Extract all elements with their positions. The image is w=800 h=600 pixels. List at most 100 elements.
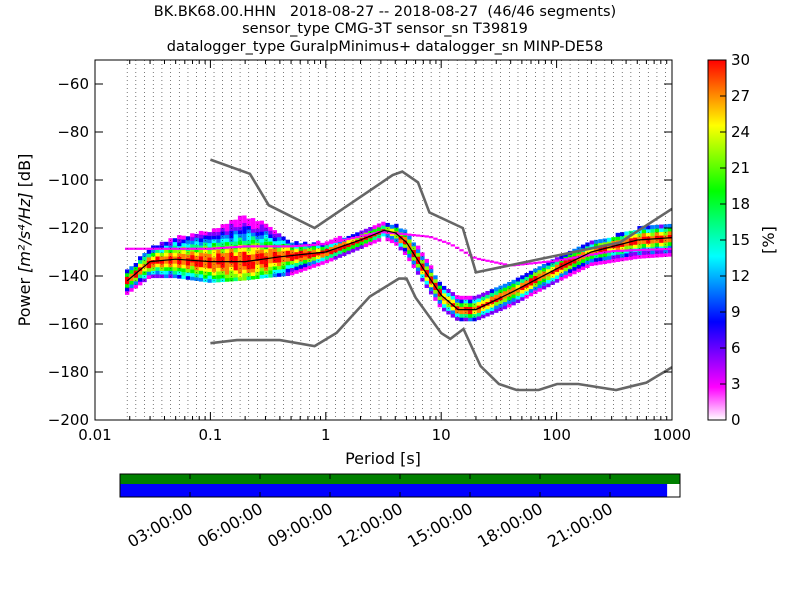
heatmap-cell [159, 252, 165, 257]
heatmap-cell [181, 264, 186, 269]
heatmap-cell [359, 241, 364, 246]
outlier-cell [559, 258, 564, 262]
heatmap-cell [203, 263, 208, 268]
heatmap-cell [389, 228, 395, 233]
heatmap-cell [164, 249, 169, 253]
heatmap-cell [667, 245, 672, 250]
time-tick-label: 21:00:00 [544, 499, 616, 551]
heatmap-cell [468, 310, 473, 315]
heatmap-cell [333, 255, 338, 260]
outlier-cell [355, 236, 360, 239]
heatmap-cell [255, 267, 260, 272]
outlier-cell [311, 243, 317, 246]
heatmap-cell [502, 301, 508, 306]
heatmap-cell [250, 264, 256, 269]
heatmap-cell [502, 294, 508, 299]
heatmap-cell [242, 251, 247, 256]
heatmap-cell [198, 230, 204, 235]
heatmap-cell [172, 238, 178, 243]
heatmap-cell [615, 254, 621, 259]
heatmap-cell [233, 270, 238, 274]
heatmap-cell [155, 245, 160, 250]
heatmap-cell [411, 256, 416, 261]
heatmap-cell [485, 298, 490, 303]
heatmap-cell [376, 223, 382, 228]
heatmap-cell [554, 260, 560, 265]
heatmap-cell [559, 255, 564, 259]
heatmap-cell [285, 239, 290, 244]
heatmap-cell [398, 239, 403, 244]
heatmap-cell [437, 281, 442, 286]
heatmap-cell [207, 232, 212, 236]
heatmap-cell [433, 286, 438, 291]
outlier-cell [138, 247, 143, 250]
heatmap-cell [441, 285, 447, 290]
outlier-cell [598, 252, 603, 255]
heatmap-cell [198, 245, 204, 250]
heatmap-cell [455, 309, 460, 314]
heatmap-cell [346, 239, 351, 244]
heatmap-cell [250, 236, 256, 240]
heatmap-cell [498, 307, 503, 312]
heatmap-cell [263, 252, 269, 257]
heatmap-cell [472, 313, 477, 318]
heatmap-cell [459, 306, 464, 311]
heatmap-cell [224, 223, 230, 228]
heatmap-cell [224, 227, 230, 232]
heatmap-cell [502, 305, 508, 310]
heatmap-cell [524, 287, 529, 292]
heatmap-cell [224, 270, 230, 275]
heatmap-cell [620, 253, 625, 258]
heatmap-cell [537, 269, 542, 274]
heatmap-cell [389, 239, 395, 244]
heatmap-cell [650, 235, 655, 240]
heatmap-cell [502, 298, 508, 303]
heatmap-cell [303, 256, 308, 261]
y-axis-label: Power [m²/s⁴/Hz] [dB] [15, 154, 34, 327]
heatmap-cell [663, 224, 668, 229]
y-axis-ticks: −60 −80 −100 −120 −140 −160 −180 −200 [48, 75, 672, 429]
heatmap-cell [164, 263, 169, 268]
heatmap-cell [407, 253, 412, 258]
heatmap-cell [667, 234, 672, 239]
heatmap-cell [524, 276, 529, 281]
heatmap-cell [411, 260, 416, 265]
heatmap-cell [198, 274, 204, 278]
heatmap-cell [528, 277, 534, 282]
heatmap-cell [567, 261, 573, 266]
heatmap-cell [155, 256, 160, 261]
heatmap-cell [190, 276, 195, 281]
heatmap-cell [507, 285, 512, 290]
heatmap-cell [155, 270, 160, 275]
heatmap-cell [511, 283, 516, 288]
heatmap-cell [177, 260, 182, 265]
heatmap-cell [203, 249, 208, 254]
heatmap-cell [263, 241, 269, 246]
heatmap-cell [246, 261, 251, 266]
heatmap-cell [459, 310, 464, 315]
heatmap-cell [216, 249, 221, 254]
heatmap-cell [611, 237, 616, 242]
heatmap-cell [294, 262, 299, 267]
heatmap-cell [324, 244, 330, 249]
heatmap-cell [220, 231, 225, 236]
heatmap-cell [337, 250, 343, 255]
heatmap-cell [276, 251, 282, 256]
heatmap-cell [290, 257, 295, 261]
heatmap-cell [641, 236, 647, 241]
heatmap-cell [520, 278, 525, 283]
heatmap-cell [533, 279, 538, 284]
heatmap-cell [255, 231, 260, 236]
heatmap-cell [129, 273, 134, 278]
heatmap-cell [511, 290, 516, 295]
heatmap-cell [381, 221, 386, 226]
heatmap-cell [255, 264, 260, 269]
heatmap-cell [224, 277, 230, 282]
heatmap-cell [576, 261, 581, 265]
heatmap-cell [303, 241, 308, 246]
heatmap-cell [237, 255, 243, 260]
heatmap-cell [455, 316, 460, 321]
heatmap-cell [485, 294, 490, 299]
heatmap-cell [268, 248, 273, 253]
heatmap-cell [628, 245, 634, 250]
